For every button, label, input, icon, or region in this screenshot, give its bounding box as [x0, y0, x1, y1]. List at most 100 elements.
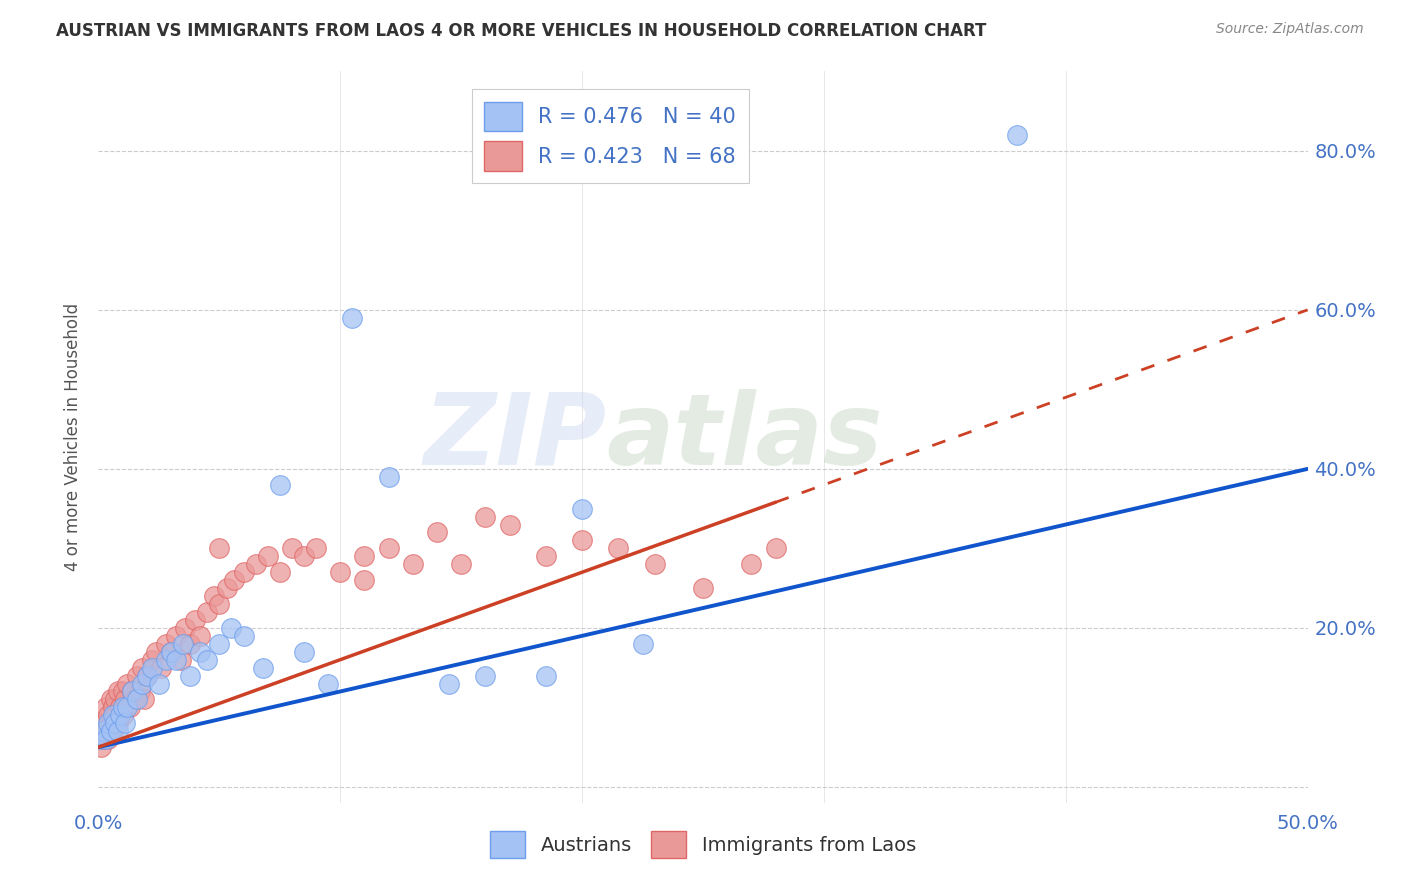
- Point: [269, 477, 291, 491]
- Point: [100, 716, 122, 731]
- Point: [135, 668, 157, 682]
- Point: [269, 566, 291, 580]
- Point: [91, 724, 114, 739]
- Point: [292, 549, 315, 564]
- Point: [316, 676, 339, 690]
- Point: [97, 732, 120, 747]
- Y-axis label: 4 or more Vehicles in Household: 4 or more Vehicles in Household: [65, 303, 83, 571]
- Point: [252, 660, 274, 674]
- Point: [474, 668, 496, 682]
- Point: [121, 684, 143, 698]
- Point: [127, 668, 149, 682]
- Point: [104, 692, 127, 706]
- Point: [377, 541, 399, 556]
- Text: ZIP: ZIP: [423, 389, 606, 485]
- Text: Source: ZipAtlas.com: Source: ZipAtlas.com: [1216, 22, 1364, 37]
- Point: [104, 708, 127, 723]
- Point: [184, 613, 207, 627]
- Point: [644, 558, 666, 572]
- Point: [111, 708, 134, 723]
- Point: [281, 541, 304, 556]
- Point: [437, 676, 460, 690]
- Point: [94, 700, 117, 714]
- Legend: Austrians, Immigrants from Laos: Austrians, Immigrants from Laos: [482, 823, 924, 866]
- Point: [90, 732, 112, 747]
- Point: [692, 581, 714, 595]
- Point: [160, 645, 183, 659]
- Point: [353, 573, 375, 587]
- Point: [94, 724, 117, 739]
- Point: [131, 676, 153, 690]
- Point: [111, 700, 134, 714]
- Point: [145, 645, 167, 659]
- Point: [94, 732, 117, 747]
- Point: [534, 549, 557, 564]
- Point: [188, 645, 211, 659]
- Point: [740, 558, 762, 572]
- Point: [114, 692, 136, 706]
- Point: [169, 653, 191, 667]
- Point: [160, 645, 183, 659]
- Point: [353, 549, 375, 564]
- Point: [127, 692, 149, 706]
- Point: [208, 541, 231, 556]
- Point: [90, 740, 112, 755]
- Point: [179, 668, 201, 682]
- Point: [631, 637, 654, 651]
- Point: [148, 676, 170, 690]
- Point: [108, 708, 131, 723]
- Point: [117, 700, 139, 714]
- Point: [121, 684, 143, 698]
- Point: [329, 566, 352, 580]
- Point: [107, 716, 129, 731]
- Point: [534, 668, 557, 682]
- Point: [426, 525, 449, 540]
- Point: [141, 653, 163, 667]
- Point: [195, 653, 218, 667]
- Point: [100, 692, 122, 706]
- Point: [256, 549, 278, 564]
- Point: [165, 653, 187, 667]
- Point: [188, 629, 211, 643]
- Point: [245, 558, 267, 572]
- Point: [195, 605, 218, 619]
- Point: [111, 684, 134, 698]
- Point: [101, 700, 124, 714]
- Point: [292, 645, 315, 659]
- Point: [1007, 128, 1029, 142]
- Point: [179, 637, 201, 651]
- Point: [114, 716, 136, 731]
- Point: [107, 724, 129, 739]
- Point: [607, 541, 630, 556]
- Point: [402, 558, 425, 572]
- Point: [232, 629, 254, 643]
- Point: [131, 660, 153, 674]
- Point: [155, 653, 177, 667]
- Point: [128, 684, 150, 698]
- Text: AUSTRIAN VS IMMIGRANTS FROM LAOS 4 OR MORE VEHICLES IN HOUSEHOLD CORRELATION CHA: AUSTRIAN VS IMMIGRANTS FROM LAOS 4 OR MO…: [56, 22, 987, 40]
- Point: [342, 310, 364, 325]
- Point: [91, 716, 114, 731]
- Text: atlas: atlas: [606, 389, 883, 485]
- Point: [208, 637, 231, 651]
- Point: [107, 684, 129, 698]
- Point: [101, 724, 124, 739]
- Point: [172, 637, 194, 651]
- Point: [91, 732, 114, 747]
- Point: [150, 660, 173, 674]
- Point: [221, 621, 243, 635]
- Point: [104, 716, 127, 731]
- Point: [134, 692, 156, 706]
- Point: [101, 708, 124, 723]
- Point: [100, 724, 122, 739]
- Point: [498, 517, 520, 532]
- Point: [571, 533, 593, 548]
- Point: [215, 581, 238, 595]
- Point: [141, 660, 163, 674]
- Point: [117, 676, 139, 690]
- Point: [97, 708, 120, 723]
- Point: [571, 501, 593, 516]
- Point: [204, 589, 226, 603]
- Point: [474, 509, 496, 524]
- Point: [165, 629, 187, 643]
